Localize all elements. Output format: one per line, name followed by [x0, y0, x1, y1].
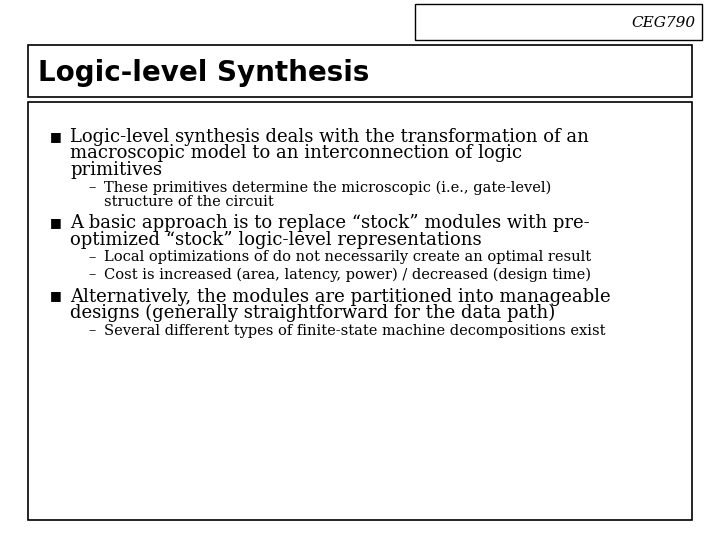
- Text: –: –: [88, 251, 95, 265]
- Bar: [28, 102, 692, 520]
- Text: ■: ■: [50, 130, 62, 143]
- Text: Logic-level Synthesis: Logic-level Synthesis: [38, 59, 369, 87]
- Text: designs (generally straightforward for the data path): designs (generally straightforward for t…: [70, 304, 555, 322]
- Text: Logic-level synthesis deals with the transformation of an: Logic-level synthesis deals with the tra…: [70, 128, 589, 146]
- Text: primitives: primitives: [70, 161, 162, 179]
- Text: –: –: [88, 267, 95, 281]
- Text: ■: ■: [50, 217, 62, 230]
- Text: CEG790: CEG790: [632, 16, 696, 30]
- Bar: [28, 45, 692, 97]
- Text: macroscopic model to an interconnection of logic: macroscopic model to an interconnection …: [70, 145, 522, 163]
- Text: optimized “stock” logic-level representations: optimized “stock” logic-level representa…: [70, 231, 482, 249]
- Bar: [415, 4, 702, 40]
- Text: Alternatively, the modules are partitioned into manageable: Alternatively, the modules are partition…: [70, 287, 611, 306]
- Text: ■: ■: [50, 289, 62, 302]
- Text: Local optimizations of do not necessarily create an optimal result: Local optimizations of do not necessaril…: [104, 251, 591, 265]
- Text: These primitives determine the microscopic (i.e., gate-level): These primitives determine the microscop…: [104, 180, 552, 195]
- Text: –: –: [88, 180, 95, 194]
- Text: structure of the circuit: structure of the circuit: [104, 194, 274, 208]
- Text: A basic approach is to replace “stock” modules with pre-: A basic approach is to replace “stock” m…: [70, 214, 590, 233]
- Text: Several different types of finite-state machine decompositions exist: Several different types of finite-state …: [104, 323, 606, 338]
- Text: Cost is increased (area, latency, power) / decreased (design time): Cost is increased (area, latency, power)…: [104, 267, 591, 282]
- Text: –: –: [88, 323, 95, 338]
